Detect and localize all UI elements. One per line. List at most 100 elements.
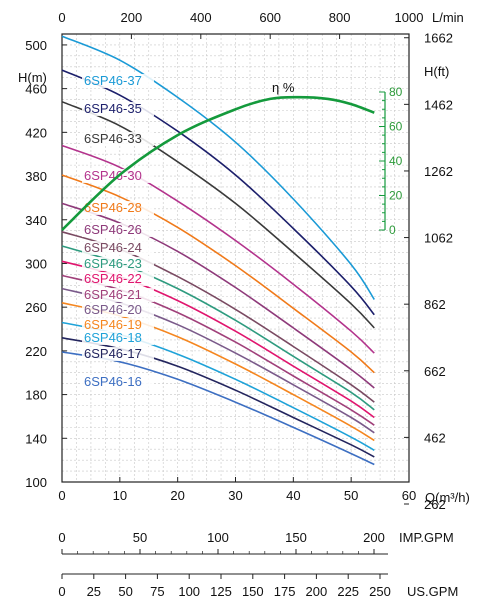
x-tick-label: 40	[286, 488, 300, 503]
series-label: 6SP46-18	[84, 330, 142, 345]
us-gpm-tick-label: 225	[337, 584, 359, 599]
y-right-axis-label: H(ft)	[424, 64, 449, 79]
us-gpm-tick-label: 125	[210, 584, 232, 599]
series-label-backdrop	[82, 257, 154, 271]
imp-gpm-tick-label: 0	[58, 530, 65, 545]
series-label: 6SP46-23	[84, 256, 142, 271]
x-axis-label: Q(m³/h)	[425, 490, 470, 505]
x-top-tick-label: 200	[121, 10, 143, 25]
y-right-tick-label: 662	[424, 364, 446, 379]
series-label: 6SP46-19	[84, 317, 142, 332]
us-gpm-tick-label: 25	[87, 584, 101, 599]
efficiency-tick-label: 0	[389, 223, 396, 237]
series-label-backdrop	[82, 331, 154, 345]
y-tick-label: 500	[25, 38, 47, 53]
x-top-tick-label: 0	[58, 10, 65, 25]
us-gpm-tick-label: 175	[274, 584, 296, 599]
y-right-tick-label: 862	[424, 297, 446, 312]
series-label-backdrop	[82, 318, 154, 332]
x-tick-label: 30	[228, 488, 242, 503]
x-top-axis-label: L/min	[432, 10, 464, 25]
axes: 0 10 20 30 40 50 60 Q(m³/h) 100 140 180 220 260 300 34…	[18, 10, 470, 512]
x-tick-label: 60	[402, 488, 416, 503]
series-label-backdrop	[82, 241, 154, 255]
imp-gpm-tick-label: 200	[363, 530, 385, 545]
x-tick-label: 0	[58, 488, 65, 503]
x-top-tick-label: 600	[259, 10, 281, 25]
y-tick-label: 140	[25, 431, 47, 446]
y-axis-label: H(m)	[18, 70, 47, 85]
series-label: 6SP46-22	[84, 271, 142, 286]
series-label: 6SP46-35	[84, 101, 142, 116]
series-label-backdrop	[82, 347, 154, 361]
y-right-tick-label: 462	[424, 430, 446, 445]
imp-gpm-tick-label: 50	[133, 530, 147, 545]
imp-gpm-tick-label: 100	[207, 530, 229, 545]
series-label: 6SP46-37	[84, 73, 142, 88]
series-label: 6SP46-33	[84, 131, 142, 146]
series-label: 6SP46-28	[84, 200, 142, 215]
y-tick-label: 460	[25, 82, 47, 97]
series-label-backdrop	[82, 74, 154, 88]
x-tick-label: 50	[344, 488, 358, 503]
y-right-tick-label: 1262	[424, 164, 453, 179]
efficiency-tick-label: 80	[389, 85, 403, 99]
series-label-backdrop	[82, 288, 154, 302]
y-tick-label: 260	[25, 300, 47, 315]
y-right-tick-label: 1662	[424, 31, 453, 46]
us-gpm-tick-label: 75	[150, 584, 164, 599]
series-label: 6SP46-24	[84, 240, 142, 255]
series-label: 6SP46-16	[84, 374, 142, 389]
y-right-tick-label: 1062	[424, 231, 453, 246]
y-right-tick-label: 262	[424, 497, 446, 512]
series-label-backdrop	[82, 102, 154, 116]
series-line	[61, 69, 375, 316]
x-top-tick-label: 1000	[395, 10, 424, 25]
gpm-scales: 0 50 100 150 200 IMP.GPM 0 25 50 75 100 125 150 175 20…	[58, 530, 458, 599]
y-tick-label: 220	[25, 344, 47, 359]
series-label-backdrop	[82, 132, 154, 146]
series-label: 6SP46-17	[84, 346, 142, 361]
series-label-backdrop	[82, 272, 154, 286]
x-top-tick-label: 400	[190, 10, 212, 25]
series-line	[61, 174, 375, 374]
y-tick-label: 100	[25, 475, 47, 490]
us-gpm-tick-label: 200	[306, 584, 328, 599]
series-label: 6SP46-21	[84, 287, 142, 302]
series-label: 6SP46-20	[84, 302, 142, 317]
y-tick-label: 300	[25, 256, 47, 271]
us-gpm-tick-label: 50	[118, 584, 132, 599]
series-label-backdrop	[82, 303, 154, 317]
efficiency-tick-label: 40	[389, 154, 403, 168]
imp-gpm-tick-label: 150	[285, 530, 307, 545]
y-right-tick-label: 1462	[424, 97, 453, 112]
us-gpm-tick-label: 150	[242, 584, 264, 599]
x-tick-label: 20	[170, 488, 184, 503]
us-gpm-tick-label: 250	[369, 584, 391, 599]
series-line	[61, 35, 375, 300]
efficiency-curve-group: 0 20 40 60 80 η %	[61, 80, 403, 237]
series-label-backdrop	[82, 223, 154, 237]
series-line	[61, 351, 375, 466]
series-line	[61, 287, 375, 434]
series-label-backdrop	[82, 201, 154, 215]
series-line	[61, 144, 375, 354]
us-gpm-tick-label: 0	[58, 584, 65, 599]
series-label: 6SP46-26	[84, 222, 142, 237]
y-tick-label: 420	[25, 125, 47, 140]
y-tick-label: 180	[25, 388, 47, 403]
efficiency-label: η %	[272, 80, 295, 95]
us-gpm-label: US.GPM	[407, 584, 458, 599]
efficiency-curve	[61, 95, 375, 231]
x-tick-label: 10	[113, 488, 127, 503]
efficiency-tick-label: 60	[389, 120, 403, 134]
series-labels: 6SP46-37 6SP46-35 6SP46-33 6SP46-30 6SP46-28…	[82, 73, 154, 389]
series-line	[61, 100, 375, 329]
y-tick-label: 380	[25, 169, 47, 184]
x-top-tick-label: 800	[329, 10, 351, 25]
y-tick-label: 340	[25, 213, 47, 228]
series-label: 6SP46-30	[84, 168, 142, 183]
imp-gpm-label: IMP.GPM	[399, 530, 454, 545]
